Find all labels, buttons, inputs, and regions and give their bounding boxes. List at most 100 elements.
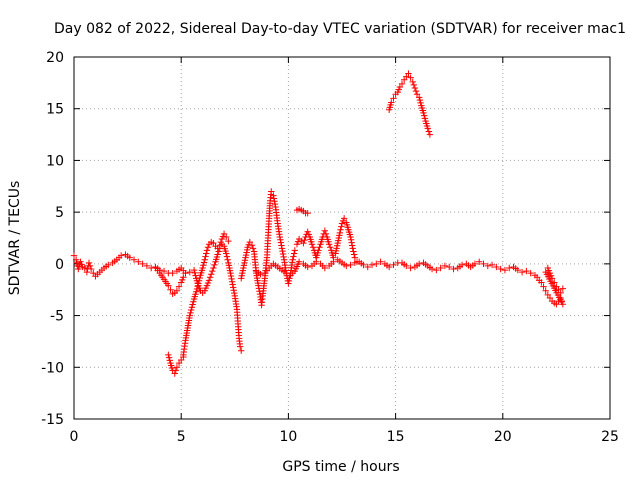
data-point <box>173 364 181 371</box>
data-point-interp <box>348 242 356 249</box>
data-point <box>523 267 530 275</box>
data-point <box>493 263 500 271</box>
data-point <box>321 227 329 234</box>
data-point-interp <box>350 251 358 258</box>
data-point <box>304 263 311 271</box>
data-point <box>160 267 168 275</box>
data-point <box>278 245 286 252</box>
data-point <box>390 261 397 269</box>
data-point <box>205 277 213 284</box>
data-point <box>542 287 549 294</box>
data-point <box>173 287 181 294</box>
data-point-interp <box>206 274 214 281</box>
data-point-interp <box>200 262 207 269</box>
x-tick-label: 15 <box>387 429 405 445</box>
y-tick-label: 20 <box>46 50 64 66</box>
data-point-interp <box>327 244 334 251</box>
data-point <box>229 281 236 288</box>
data-point-interp <box>322 230 330 238</box>
data-point <box>433 266 440 274</box>
series-dip-left <box>152 264 189 298</box>
x-tick-label: 10 <box>279 429 297 445</box>
data-point <box>377 258 384 265</box>
data-point-interp <box>279 247 286 255</box>
data-point <box>325 241 333 248</box>
data-point-interp <box>223 253 231 260</box>
x-tick-label: 20 <box>494 429 512 445</box>
grid <box>74 57 610 419</box>
y-axis: -15 -10 -5 0 5 10 15 20 <box>41 50 610 428</box>
data-point-interp <box>280 253 287 261</box>
data-point <box>407 264 414 272</box>
series-right-drop <box>533 264 567 308</box>
series-bump-10-11 <box>293 205 311 217</box>
data-point <box>199 264 206 272</box>
data-point-interp <box>249 245 257 252</box>
data-point <box>405 70 412 77</box>
data-point-interp <box>425 128 433 135</box>
data-point-interp <box>203 250 210 257</box>
data-point <box>407 74 414 81</box>
data-point-interp <box>316 244 323 251</box>
data-point <box>167 286 174 293</box>
data-point <box>441 262 449 270</box>
data-point <box>548 275 556 282</box>
data-point <box>85 259 93 267</box>
data-point <box>409 78 416 86</box>
data-point-interp <box>412 87 420 95</box>
data-point-interp <box>271 200 279 208</box>
data-point <box>388 99 395 106</box>
data-point-interp <box>227 272 235 280</box>
data-point-interp <box>215 248 222 255</box>
data-point <box>300 239 307 247</box>
data-point <box>428 265 436 273</box>
data-point-interp <box>348 239 355 246</box>
data-point <box>182 269 189 277</box>
data-point-interp <box>279 250 287 258</box>
data-point-interp <box>165 354 173 361</box>
data-point <box>186 268 193 276</box>
data-point <box>139 260 146 268</box>
data-point <box>471 260 479 268</box>
data-point <box>171 370 178 377</box>
data-point-interp <box>211 261 218 269</box>
data-point <box>518 268 526 276</box>
data-point-interp <box>301 236 308 244</box>
data-point <box>208 271 215 278</box>
data-point <box>347 261 354 269</box>
data-point-interp <box>202 253 209 260</box>
data-point <box>276 233 284 241</box>
y-tick-label: -5 <box>50 309 64 325</box>
data-point <box>424 125 431 132</box>
data-point-interp <box>224 256 231 263</box>
data-point <box>126 254 133 261</box>
data-point <box>557 289 564 297</box>
data-point <box>343 262 350 270</box>
data-point <box>72 256 80 263</box>
data-point <box>236 343 244 350</box>
data-series <box>70 70 567 377</box>
data-point <box>559 285 567 292</box>
data-point-interp <box>190 298 197 305</box>
data-point <box>135 258 142 265</box>
data-point <box>368 261 376 269</box>
data-point <box>291 247 299 254</box>
y-tick-label: -10 <box>41 360 64 376</box>
data-point-interp <box>187 309 194 317</box>
series-spike-8-10 <box>238 188 299 309</box>
data-point <box>514 266 522 274</box>
data-point <box>321 264 329 272</box>
data-point-interp <box>166 357 173 364</box>
x-tick-label: 25 <box>601 429 619 445</box>
series-mid-band <box>253 256 539 279</box>
data-point <box>330 258 337 265</box>
data-point <box>186 312 193 319</box>
data-point <box>223 250 230 257</box>
data-point <box>304 209 311 217</box>
data-point <box>538 279 545 286</box>
data-point <box>373 260 380 268</box>
y-axis-label: SDTVAR / TECUs <box>7 181 23 296</box>
data-point <box>210 264 217 272</box>
data-point <box>203 247 211 254</box>
data-point <box>295 258 303 265</box>
